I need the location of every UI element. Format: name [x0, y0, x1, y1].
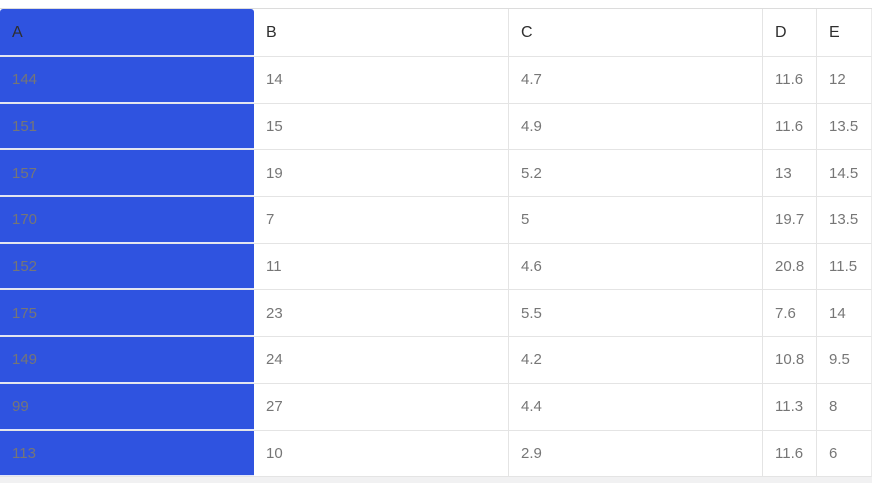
- column-header-b[interactable]: B: [254, 9, 508, 57]
- cell-b3[interactable]: 19: [254, 150, 508, 198]
- bottom-gutter: [0, 477, 872, 483]
- data-table: A B C D E 144 14 4.7 11.6 12 151 15 4.9 11.6 13.5…: [0, 9, 872, 478]
- cell-e9[interactable]: 6: [816, 430, 872, 478]
- cell-a3[interactable]: 157: [0, 150, 254, 198]
- table-row: 144 14 4.7 11.6 12: [0, 57, 872, 104]
- cell-e1[interactable]: 12: [816, 57, 872, 104]
- cell-c5[interactable]: 4.6: [508, 243, 762, 291]
- header-row: A B C D E: [0, 9, 872, 57]
- cell-c7[interactable]: 4.2: [508, 337, 762, 384]
- table-row: 149 24 4.2 10.8 9.5: [0, 337, 872, 384]
- column-header-a[interactable]: A: [0, 9, 254, 57]
- cell-a4[interactable]: 170: [0, 197, 254, 244]
- cell-d9[interactable]: 11.6: [762, 430, 816, 478]
- cell-a8[interactable]: 99: [0, 383, 254, 431]
- cell-c9[interactable]: 2.9: [508, 430, 762, 478]
- cell-a2[interactable]: 151: [0, 103, 254, 151]
- cell-c4[interactable]: 5: [508, 197, 762, 244]
- cell-a6[interactable]: 175: [0, 290, 254, 338]
- cell-c3[interactable]: 5.2: [508, 150, 762, 198]
- table-top-border: [0, 0, 872, 9]
- table-row: 175 23 5.5 7.6 14: [0, 290, 872, 338]
- table-row: 170 7 5 19.7 13.5: [0, 197, 872, 244]
- cell-c8[interactable]: 4.4: [508, 383, 762, 431]
- cell-b6[interactable]: 23: [254, 290, 508, 338]
- cell-c1[interactable]: 4.7: [508, 57, 762, 104]
- cell-a7[interactable]: 149: [0, 337, 254, 384]
- cell-a1[interactable]: 144: [0, 57, 254, 104]
- table-row: 99 27 4.4 11.3 8: [0, 383, 872, 431]
- cell-d4[interactable]: 19.7: [762, 197, 816, 244]
- table-row: 113 10 2.9 11.6 6: [0, 430, 872, 478]
- table-row: 152 11 4.6 20.8 11.5: [0, 243, 872, 291]
- cell-e6[interactable]: 14: [816, 290, 872, 338]
- table-row: 151 15 4.9 11.6 13.5: [0, 103, 872, 151]
- cell-b1[interactable]: 14: [254, 57, 508, 104]
- cell-d5[interactable]: 20.8: [762, 243, 816, 291]
- cell-c2[interactable]: 4.9: [508, 103, 762, 151]
- column-header-d[interactable]: D: [762, 9, 816, 57]
- cell-d8[interactable]: 11.3: [762, 383, 816, 431]
- cell-b4[interactable]: 7: [254, 197, 508, 244]
- cell-b7[interactable]: 24: [254, 337, 508, 384]
- table-row: 157 19 5.2 13 14.5: [0, 150, 872, 198]
- cell-d3[interactable]: 13: [762, 150, 816, 198]
- cell-a9[interactable]: 113: [0, 430, 254, 478]
- table-body: 144 14 4.7 11.6 12 151 15 4.9 11.6 13.5 157 19 5.2 13…: [0, 57, 872, 478]
- cell-d2[interactable]: 11.6: [762, 103, 816, 151]
- cell-e2[interactable]: 13.5: [816, 103, 872, 151]
- cell-e4[interactable]: 13.5: [816, 197, 872, 244]
- cell-d7[interactable]: 10.8: [762, 337, 816, 384]
- cell-d1[interactable]: 11.6: [762, 57, 816, 104]
- column-header-c[interactable]: C: [508, 9, 762, 57]
- cell-e8[interactable]: 8: [816, 383, 872, 431]
- cell-e3[interactable]: 14.5: [816, 150, 872, 198]
- cell-b2[interactable]: 15: [254, 104, 508, 151]
- cell-e7[interactable]: 9.5: [816, 337, 872, 384]
- cell-c6[interactable]: 5.5: [508, 290, 762, 338]
- column-header-e[interactable]: E: [816, 9, 872, 57]
- cell-a5[interactable]: 152: [0, 243, 254, 291]
- cell-e5[interactable]: 11.5: [816, 243, 872, 291]
- cell-b8[interactable]: 27: [254, 384, 508, 431]
- cell-b5[interactable]: 11: [254, 244, 508, 291]
- cell-b9[interactable]: 10: [254, 431, 508, 478]
- cell-d6[interactable]: 7.6: [762, 290, 816, 338]
